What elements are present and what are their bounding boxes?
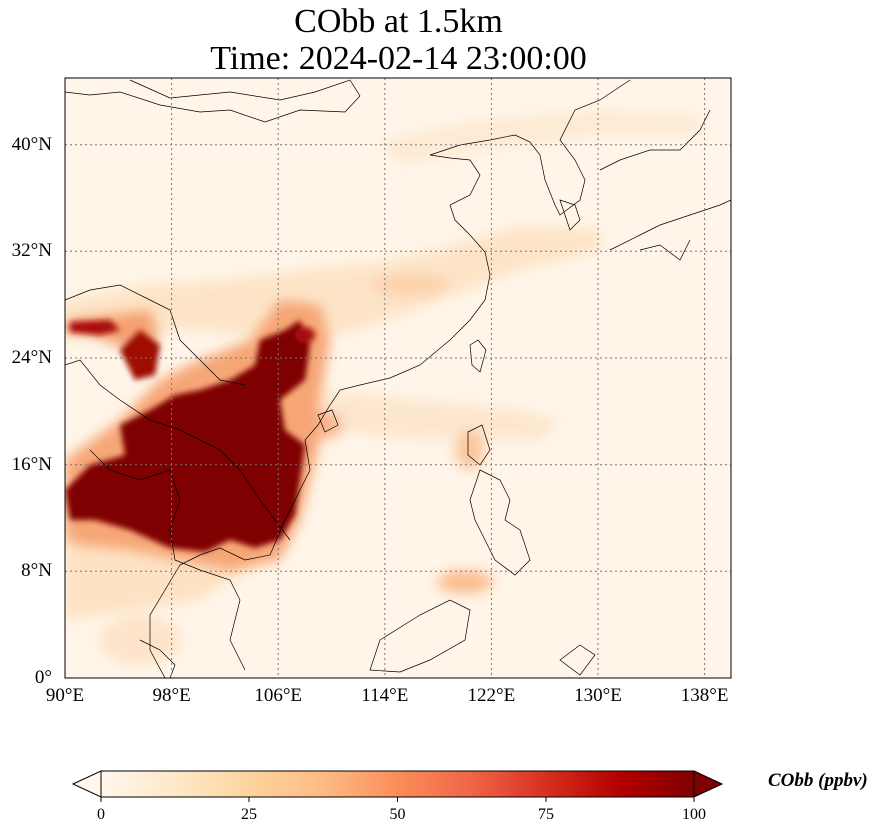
- lat-tick-label: 0°: [34, 667, 52, 688]
- lat-tick-label: 32°N: [11, 240, 52, 261]
- map-frame: [64, 77, 732, 679]
- colorbar-tick-label: 100: [682, 806, 706, 823]
- colorbar-min-extend: [71, 770, 102, 798]
- lon-tick-label: 114°E: [361, 685, 409, 706]
- lon-tick-label: 138°E: [680, 685, 729, 706]
- gridlines: [65, 78, 731, 678]
- concentration-field: [65, 78, 731, 678]
- lon-tick-label: 106°E: [254, 685, 303, 706]
- colorbar-tick-label: 25: [241, 806, 257, 823]
- coastlines: [65, 79, 731, 678]
- lat-tick-label: 16°N: [11, 454, 52, 475]
- colorbar: [71, 770, 724, 802]
- lon-tick-label: 122°E: [467, 685, 516, 706]
- lon-tick-label: 130°E: [574, 685, 622, 706]
- lat-tick-label: 40°N: [11, 134, 52, 155]
- lat-tick-label: 8°N: [21, 560, 52, 581]
- colorbar-label: CObb (ppbv): [768, 770, 868, 791]
- colorbar-tick-label: 50: [389, 806, 406, 823]
- colorbar-tick-label: 75: [538, 806, 554, 823]
- colorbar-gradient: [101, 771, 694, 797]
- colorbar-tick-label: 0: [97, 806, 105, 823]
- lon-tick-label: 98°E: [152, 685, 191, 706]
- lon-tick-label: 90°E: [45, 685, 85, 706]
- map-title: CObb at 1.5km: [294, 3, 503, 40]
- lat-tick-label: 24°N: [11, 347, 52, 368]
- colorbar-max-extend: [693, 770, 724, 798]
- map-subtitle-time: Time: 2024-02-14 23:00:00: [210, 40, 587, 77]
